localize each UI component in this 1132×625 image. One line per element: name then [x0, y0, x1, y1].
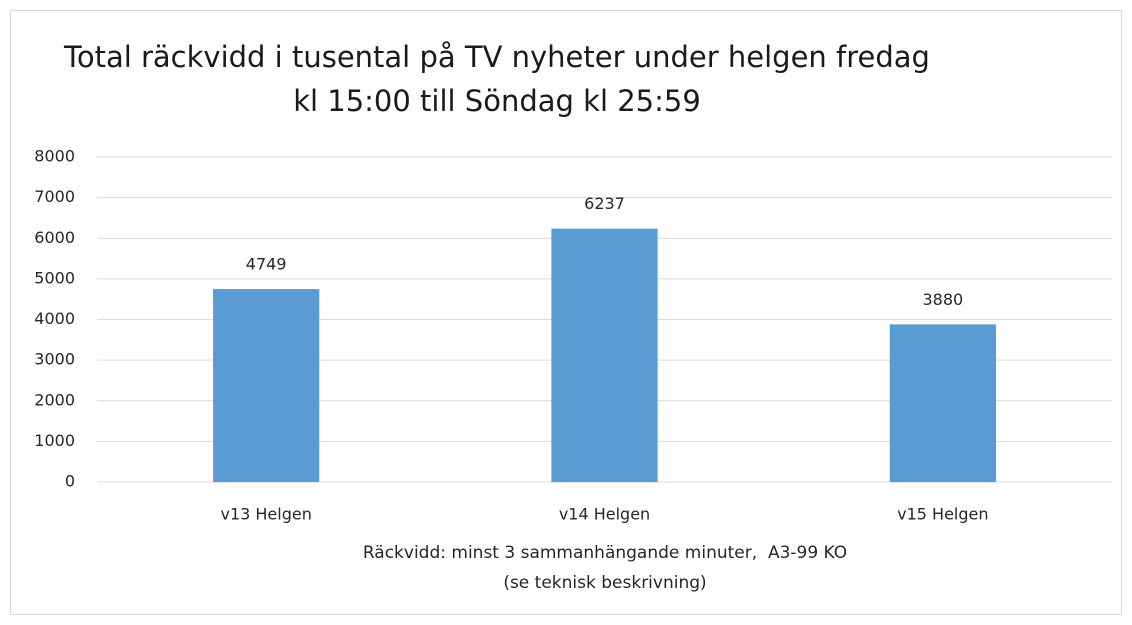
y-tick-label: 4000 — [34, 309, 75, 328]
data-label: 6237 — [584, 194, 625, 213]
x-axis-label: (se teknisk beskrivning) — [503, 573, 706, 593]
y-tick-label: 8000 — [34, 147, 75, 166]
chart-title: Total räckvidd i tusental på TV nyheter … — [63, 40, 930, 74]
x-tick-label: v14 Helgen — [559, 505, 650, 524]
x-tick-label: v13 Helgen — [220, 505, 311, 524]
x-axis-label: Räckvidd: minst 3 sammanhängande minuter… — [363, 543, 847, 563]
bar — [213, 289, 320, 482]
bar — [889, 324, 996, 482]
bar — [551, 228, 658, 482]
data-label: 4749 — [246, 255, 287, 274]
y-tick-label: 5000 — [34, 268, 75, 287]
chart-title: kl 15:00 till Söndag kl 25:59 — [293, 84, 701, 118]
y-tick-label: 0 — [65, 472, 75, 491]
y-tick-label: 6000 — [34, 228, 75, 247]
y-tick-label: 3000 — [34, 350, 75, 369]
y-tick-label: 2000 — [34, 390, 75, 409]
y-tick-label: 1000 — [34, 431, 75, 450]
y-tick-label: 7000 — [34, 187, 75, 206]
x-tick-label: v15 Helgen — [897, 505, 988, 524]
data-label: 3880 — [922, 290, 963, 309]
